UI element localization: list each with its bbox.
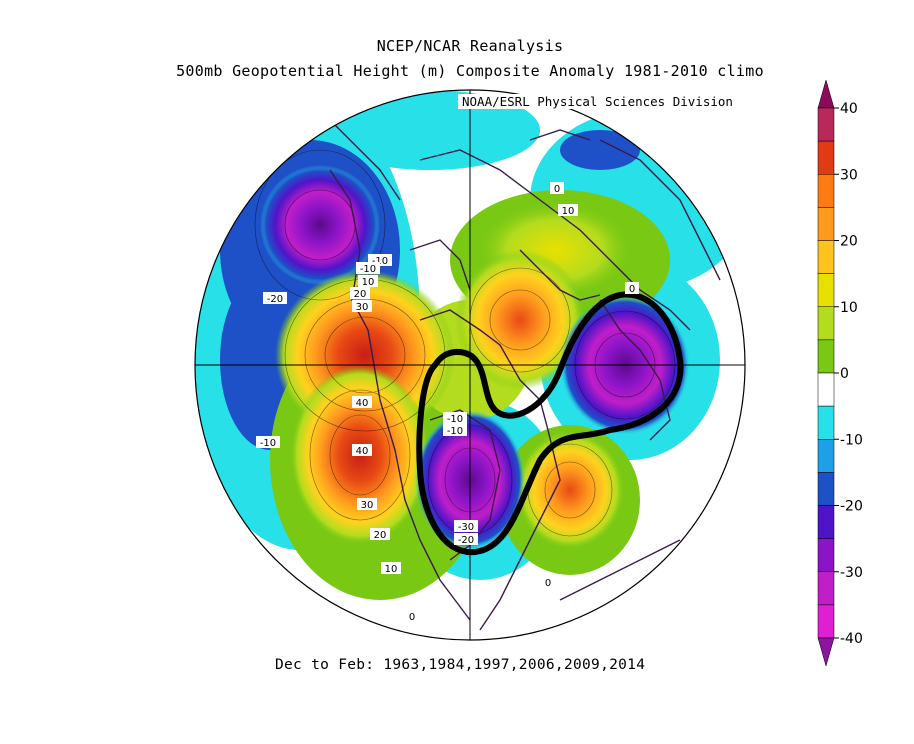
contour-label: 40	[356, 446, 369, 457]
colorbar-segment	[817, 571, 835, 606]
contour-label: -10	[260, 438, 276, 449]
contour-label: -20	[458, 535, 474, 546]
contour-label: 0	[409, 612, 415, 623]
colorbar-segment	[817, 306, 835, 341]
colorbar-tick-label: 30	[840, 167, 858, 183]
chart-title: NCEP/NCAR Reanalysis	[376, 37, 564, 55]
contour-label: -10	[372, 256, 388, 267]
contour-label: 10	[362, 277, 375, 288]
colorbar-tick-label: -20	[840, 499, 863, 515]
contour-label: 10	[385, 564, 398, 575]
contour-label: 30	[356, 302, 369, 313]
colorbar-bottom-tip	[817, 637, 835, 667]
colorbar-tick-label: -40	[840, 631, 863, 647]
colorbar-segment	[817, 174, 835, 208]
contour-label: -20	[267, 294, 283, 305]
colorbar-segment	[817, 505, 835, 539]
colorbar-segment	[817, 107, 835, 142]
colorbar-tick-label: 10	[840, 300, 858, 316]
contour-label: 40	[356, 398, 369, 409]
colorbar-segment	[817, 207, 835, 241]
colorbar-top-tip	[817, 79, 835, 109]
contour-label: 20	[354, 289, 367, 300]
contour-label: 10	[562, 206, 575, 217]
colorbar-tick-label: -10	[840, 432, 863, 448]
contour-labels: -10 -20 -10 10 20 30 40 -10 -10 40 30 20…	[256, 182, 639, 623]
polar-map	[195, 90, 745, 640]
colorbar-segment	[817, 472, 835, 506]
colorbar-segment	[817, 140, 835, 175]
contour-label: -30	[458, 522, 474, 533]
contour-label: -10	[360, 264, 376, 275]
contour-label: 0	[545, 578, 551, 589]
colorbar-tick-label: 40	[840, 101, 858, 117]
colorbar-segment	[817, 538, 835, 572]
colorbar-segment	[817, 439, 835, 473]
colorbar: 40 30 20 10 0 -10 -20 -30 -40	[817, 79, 863, 667]
contour-label: 20	[374, 530, 387, 541]
contour-label: 0	[554, 184, 560, 195]
colorbar-segment	[817, 240, 835, 274]
contour-label: -10	[447, 426, 463, 437]
colorbar-segment	[817, 273, 835, 307]
colorbar-tick-label: 0	[840, 366, 849, 382]
colorbar-segment	[817, 405, 835, 440]
colorbar-segment	[817, 339, 835, 374]
colorbar-tick-label: 20	[840, 234, 858, 250]
colorbar-segment	[817, 604, 835, 639]
chart-subtitle: 500mb Geopotential Height (m) Composite …	[176, 62, 764, 80]
colorbar-tick-label: -30	[840, 565, 863, 581]
contour-label: 30	[361, 500, 374, 511]
contour-label: 0	[629, 284, 635, 295]
credit-label: NOAA/ESRL Physical Sciences Division	[458, 94, 737, 109]
footer-years: Dec to Feb: 1963,1984,1997,2006,2009,201…	[275, 657, 646, 673]
colorbar-segment	[817, 372, 835, 407]
contour-label: -10	[447, 414, 463, 425]
